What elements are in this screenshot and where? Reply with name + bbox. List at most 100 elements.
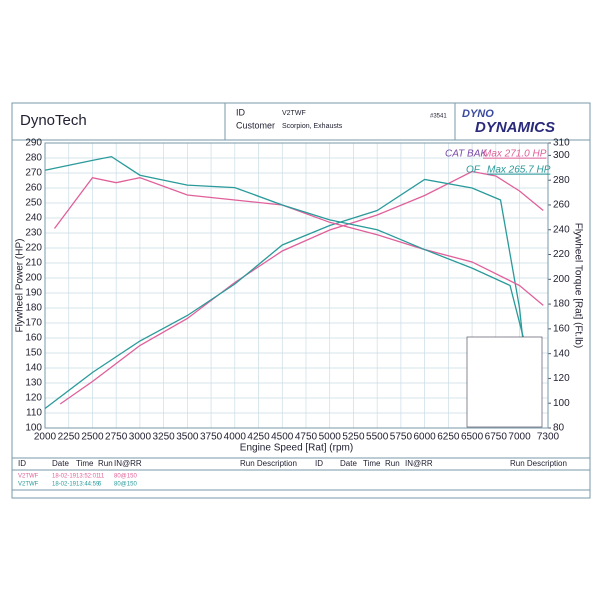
x-tick-label: 3250 [153, 432, 176, 443]
x-tick-label: 4500 [271, 432, 294, 443]
table-header: Time [76, 459, 94, 468]
y2-tick-label: 300 [553, 150, 570, 161]
y2-tick-label: 260 [553, 200, 570, 211]
y-tick-label: 110 [26, 408, 42, 419]
table-header: Run Description [510, 459, 567, 468]
table-cell: V2TWF [18, 474, 39, 480]
x-tick-label: 7000 [508, 432, 531, 443]
x-tick-label: 3000 [129, 432, 152, 443]
y-tick-label: 200 [25, 273, 42, 284]
y2-tick-label: 100 [553, 398, 570, 409]
x-tick-label: 6500 [461, 432, 484, 443]
x-tick-label: 5000 [319, 432, 342, 443]
x-tick-label: 2750 [105, 432, 128, 443]
table-header: Run [98, 459, 113, 468]
y-tick-label: 190 [25, 288, 42, 299]
table-frame [11, 457, 591, 491]
x-tick-label: 2500 [81, 432, 104, 443]
y2-tick-label: 120 [553, 373, 570, 384]
annotation: Max 265.7 HP [487, 165, 551, 176]
x-tick-label: 5750 [390, 432, 413, 443]
customer-label: Customer [236, 120, 275, 130]
y-tick-label: 270 [25, 168, 42, 179]
y-tick-label: 180 [25, 303, 42, 314]
info-box-frame [466, 336, 543, 428]
y-tick-label: 280 [25, 153, 42, 164]
x-tick-label: 5250 [342, 432, 365, 443]
table-header: Date [52, 459, 69, 468]
x-tick-label: 2000 [34, 432, 57, 443]
y2-tick-label: 140 [553, 348, 570, 359]
info-box [466, 336, 543, 428]
annotation: CAT BAK [445, 149, 488, 160]
y2-axis-label: Flywheel Torque [Rat] (Ft.lb) [572, 223, 583, 348]
x-tick-label: 3750 [200, 432, 223, 443]
x-tick-label: 6750 [485, 432, 508, 443]
x-tick-label: 4000 [224, 432, 247, 443]
y-tick-label: 290 [25, 138, 42, 149]
y-tick-label: 130 [25, 378, 42, 389]
table-header: Date [340, 459, 357, 468]
y-tick-label: 170 [25, 318, 42, 329]
logo-bottom: DYNAMICS [475, 119, 555, 136]
table-header: ID [315, 459, 323, 468]
table-cell: 18-02-19 [52, 482, 77, 488]
y-tick-label: 150 [25, 348, 42, 359]
table-cell: 11 [98, 474, 105, 480]
y-tick-label: 120 [25, 393, 42, 404]
y2-tick-label: 200 [553, 274, 570, 285]
customer: Scorpion, Exhausts [282, 123, 343, 130]
y-axis-label: Flywheel Power (HP) [15, 239, 26, 333]
power-torque-curve [44, 155, 530, 361]
y2-tick-label: 80 [553, 423, 565, 434]
table-cell: 13:44:59 [76, 482, 100, 488]
table-cell: 80@150 [114, 474, 137, 480]
id-label: ID [236, 107, 246, 117]
table-header: IN@RR [405, 459, 433, 468]
x-tick-label: 6250 [437, 432, 460, 443]
x-tick-label: 4250 [247, 432, 270, 443]
run-table: ID Date Time Run IN@RR Run Description ID Date T… [11, 457, 591, 491]
sheet-number: #3541 [430, 114, 447, 120]
y-tick-label: 230 [25, 228, 42, 239]
table-cell: 18-02-19 [52, 474, 77, 480]
table-header: IN@RR [114, 459, 142, 468]
y-tick-label: 250 [25, 198, 42, 209]
table-cell: V2TWF [18, 482, 39, 488]
table-header: ID [18, 459, 26, 468]
y-tick-label: 140 [25, 363, 42, 374]
x-tick-label: 6000 [413, 432, 436, 443]
y2-tick-label: 240 [553, 224, 570, 235]
table-cell: 80@150 [114, 482, 137, 488]
id: V2TWF [282, 110, 306, 117]
sheet-frame [11, 102, 591, 499]
power-torque-curve [53, 176, 544, 306]
x-tick-label: 5500 [366, 432, 389, 443]
y-tick-label: 260 [25, 183, 42, 194]
x-tick-label: 2250 [58, 432, 81, 443]
table-cell: 6 [98, 482, 102, 488]
table-header: Run [385, 459, 400, 468]
annotation: Max 271.0 HP [483, 149, 547, 160]
annotation: OF [466, 165, 481, 176]
y2-tick-label: 310 [553, 138, 570, 149]
x-tick-label: 3500 [176, 432, 199, 443]
x-tick-label: 4750 [295, 432, 318, 443]
x-tick-label: 7300 [537, 432, 560, 443]
y-tick-label: 220 [25, 243, 42, 254]
table-header: Time [363, 459, 381, 468]
y-tick-label: 100 [25, 423, 42, 434]
company: DynoTech [20, 112, 87, 129]
table-cell: 13:52:01 [76, 474, 100, 480]
y-tick-label: 210 [25, 258, 42, 269]
table-header: Run Description [240, 459, 297, 468]
y2-tick-label: 280 [553, 175, 570, 186]
y-tick-label: 240 [25, 213, 42, 224]
plot-frame [44, 142, 549, 429]
y-tick-label: 160 [25, 333, 42, 344]
y2-tick-label: 180 [553, 299, 570, 310]
power-torque-curve [59, 170, 544, 405]
power-torque-curve [44, 178, 530, 410]
y2-tick-label: 160 [553, 324, 570, 335]
